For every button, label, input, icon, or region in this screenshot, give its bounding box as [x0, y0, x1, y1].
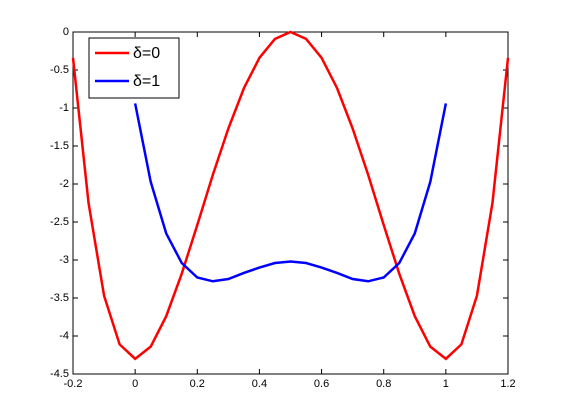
y-tick-label: -3 — [59, 254, 69, 266]
y-tick-label: -4.5 — [50, 368, 69, 380]
x-tick-label: -0.2 — [64, 378, 83, 390]
line-series — [71, 30, 510, 361]
y-tick-label: -2.5 — [50, 216, 69, 228]
x-tick-label: 0.2 — [190, 378, 205, 390]
y-tick-label: -1 — [59, 102, 69, 114]
line-series — [133, 103, 448, 283]
y-tick-label: -2 — [59, 178, 69, 190]
x-tick-label: 0.8 — [376, 378, 391, 390]
legend-label: δ=1 — [133, 73, 160, 90]
x-tick-label: 0.6 — [314, 378, 329, 390]
x-tick-label: 1 — [443, 378, 449, 390]
y-tick-label: -1.5 — [50, 140, 69, 152]
x-tick-label: 0 — [132, 378, 138, 390]
y-tick-label: -4 — [59, 330, 69, 342]
x-tick-label: 1.2 — [500, 378, 515, 390]
legend-box — [88, 37, 180, 99]
legend-label: δ=0 — [133, 45, 160, 62]
x-tick-label: 0.4 — [252, 378, 267, 390]
y-tick-label: -0.5 — [50, 64, 69, 76]
y-tick-label: -3.5 — [50, 292, 69, 304]
y-tick-label: 0 — [63, 26, 69, 38]
